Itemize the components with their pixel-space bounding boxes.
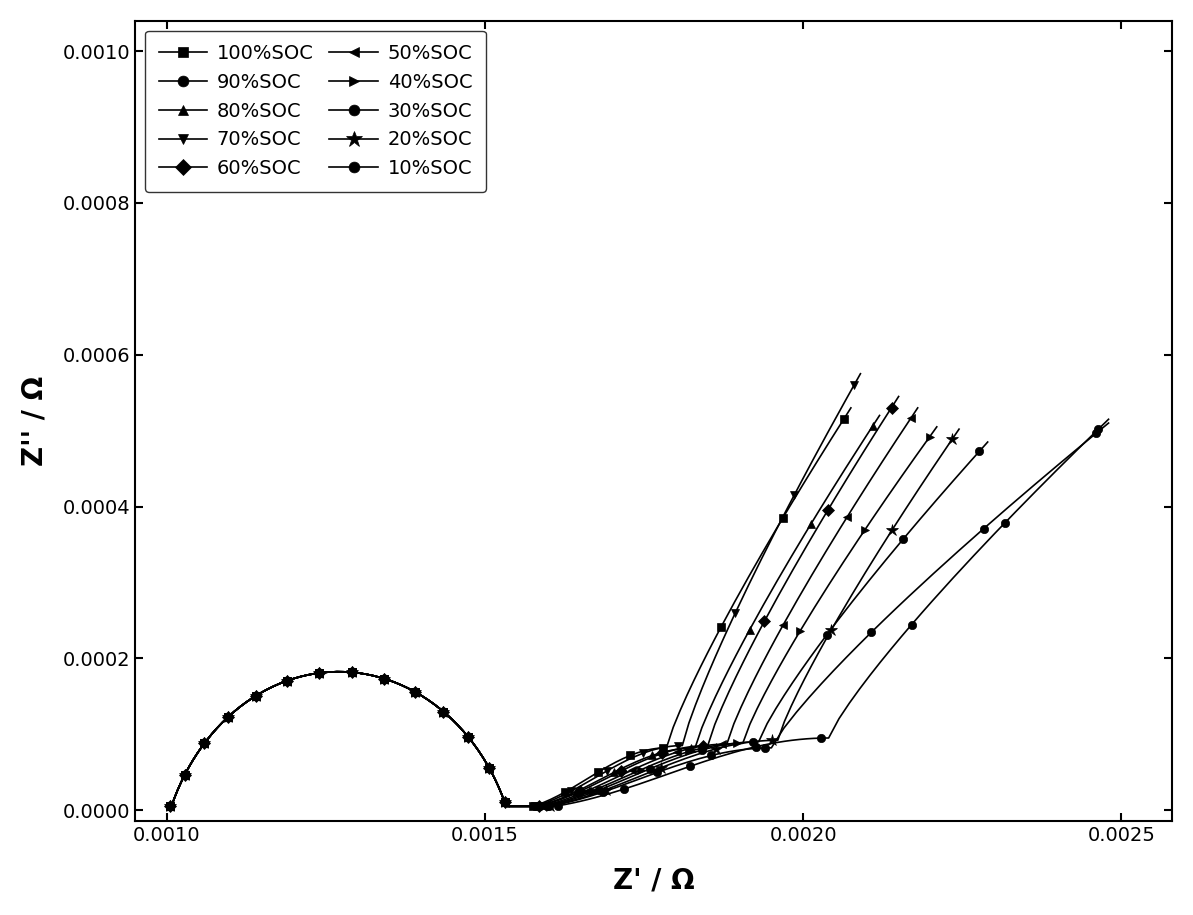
20%SOC bbox=[642, 767, 656, 778]
60%SOC bbox=[560, 791, 574, 802]
Line: 60%SOC: 60%SOC bbox=[166, 393, 903, 811]
Line: 10%SOC: 10%SOC bbox=[166, 415, 1113, 811]
40%SOC bbox=[570, 791, 585, 802]
60%SOC bbox=[545, 797, 560, 808]
30%SOC bbox=[981, 436, 995, 447]
70%SOC bbox=[540, 797, 555, 808]
Line: 30%SOC: 30%SOC bbox=[166, 438, 991, 811]
30%SOC bbox=[255, 686, 270, 697]
70%SOC bbox=[568, 783, 582, 794]
10%SOC bbox=[255, 686, 270, 697]
90%SOC bbox=[1101, 417, 1115, 428]
50%SOC bbox=[255, 686, 270, 697]
30%SOC bbox=[557, 796, 571, 807]
70%SOC bbox=[592, 770, 606, 781]
100%SOC bbox=[474, 748, 488, 759]
20%SOC bbox=[163, 801, 178, 812]
Y-axis label: Z'' / Ω: Z'' / Ω bbox=[20, 376, 49, 467]
Line: 50%SOC: 50%SOC bbox=[166, 404, 922, 811]
50%SOC bbox=[163, 801, 178, 812]
70%SOC bbox=[552, 791, 567, 802]
60%SOC bbox=[163, 801, 178, 812]
40%SOC bbox=[929, 421, 944, 432]
Legend: 100%SOC, 90%SOC, 80%SOC, 70%SOC, 60%SOC, 50%SOC, 40%SOC, 30%SOC, 20%SOC, 10%SOC: 100%SOC, 90%SOC, 80%SOC, 70%SOC, 60%SOC,… bbox=[144, 30, 486, 191]
100%SOC bbox=[562, 784, 576, 795]
80%SOC bbox=[556, 792, 570, 803]
10%SOC bbox=[668, 766, 682, 777]
80%SOC bbox=[573, 784, 587, 795]
50%SOC bbox=[550, 797, 564, 808]
30%SOC bbox=[474, 748, 488, 759]
50%SOC bbox=[474, 748, 488, 759]
90%SOC bbox=[561, 797, 575, 808]
50%SOC bbox=[910, 403, 925, 414]
40%SOC bbox=[592, 783, 606, 794]
90%SOC bbox=[638, 771, 653, 782]
70%SOC bbox=[474, 748, 488, 759]
Line: 70%SOC: 70%SOC bbox=[166, 370, 865, 811]
100%SOC bbox=[537, 797, 551, 808]
80%SOC bbox=[474, 748, 488, 759]
90%SOC bbox=[163, 801, 178, 812]
20%SOC bbox=[952, 424, 966, 435]
40%SOC bbox=[623, 769, 637, 780]
10%SOC bbox=[595, 791, 610, 802]
80%SOC bbox=[163, 801, 178, 812]
40%SOC bbox=[474, 748, 488, 759]
20%SOC bbox=[474, 748, 488, 759]
40%SOC bbox=[163, 801, 178, 812]
40%SOC bbox=[255, 686, 270, 697]
70%SOC bbox=[853, 368, 867, 379]
Line: 80%SOC: 80%SOC bbox=[166, 412, 884, 811]
10%SOC bbox=[163, 801, 178, 812]
70%SOC bbox=[255, 686, 270, 697]
Line: 40%SOC: 40%SOC bbox=[166, 423, 941, 811]
Line: 100%SOC: 100%SOC bbox=[166, 404, 855, 811]
80%SOC bbox=[872, 410, 886, 421]
60%SOC bbox=[891, 391, 905, 402]
30%SOC bbox=[631, 768, 645, 779]
50%SOC bbox=[565, 791, 580, 802]
80%SOC bbox=[599, 771, 613, 782]
30%SOC bbox=[575, 791, 589, 802]
10%SOC bbox=[1101, 414, 1115, 425]
60%SOC bbox=[577, 783, 592, 794]
60%SOC bbox=[255, 686, 270, 697]
40%SOC bbox=[554, 796, 568, 807]
20%SOC bbox=[580, 791, 594, 802]
30%SOC bbox=[163, 801, 178, 812]
20%SOC bbox=[562, 796, 576, 807]
100%SOC bbox=[843, 403, 858, 414]
90%SOC bbox=[474, 748, 488, 759]
10%SOC bbox=[624, 781, 638, 792]
100%SOC bbox=[163, 801, 178, 812]
100%SOC bbox=[583, 771, 598, 782]
10%SOC bbox=[474, 748, 488, 759]
90%SOC bbox=[602, 784, 617, 795]
50%SOC bbox=[614, 770, 629, 780]
80%SOC bbox=[255, 686, 270, 697]
Line: 90%SOC: 90%SOC bbox=[166, 419, 1113, 811]
X-axis label: Z' / Ω: Z' / Ω bbox=[613, 867, 694, 894]
100%SOC bbox=[255, 686, 270, 697]
10%SOC bbox=[573, 796, 587, 807]
90%SOC bbox=[579, 792, 593, 803]
90%SOC bbox=[255, 686, 270, 697]
20%SOC bbox=[605, 782, 619, 793]
Line: 20%SOC: 20%SOC bbox=[163, 423, 965, 813]
50%SOC bbox=[585, 783, 599, 794]
70%SOC bbox=[163, 801, 178, 812]
60%SOC bbox=[605, 770, 619, 781]
30%SOC bbox=[598, 782, 612, 793]
80%SOC bbox=[543, 797, 557, 808]
60%SOC bbox=[474, 748, 488, 759]
100%SOC bbox=[548, 792, 562, 803]
20%SOC bbox=[255, 686, 270, 697]
